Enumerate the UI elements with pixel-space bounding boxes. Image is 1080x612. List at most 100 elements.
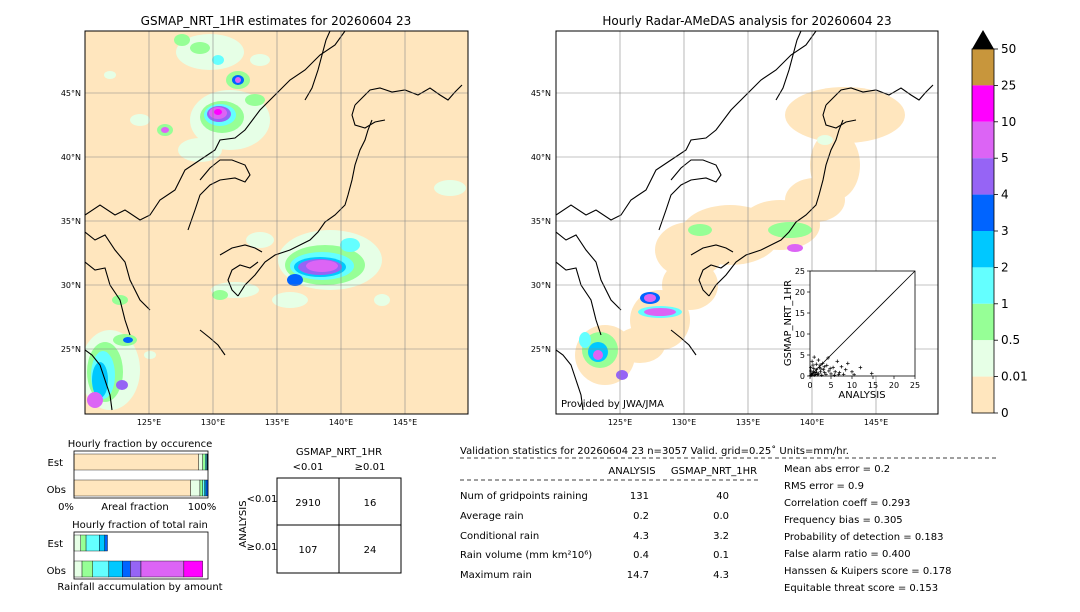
scatter-point — [846, 361, 850, 366]
occurrence-title: Hourly fraction by occurence — [68, 439, 212, 450]
scatter-point — [815, 372, 820, 377]
right-map-lat-labels: 45°N 40°N 35°N 30°N 25°N — [531, 89, 551, 354]
total-rain-xlabel: Rainfall accumulation by amount — [57, 582, 222, 593]
contingency-cell: 107 — [298, 545, 317, 556]
right-map-title: Hourly Radar-AMeDAS analysis for 2026060… — [602, 14, 891, 28]
scatter-point — [837, 370, 842, 375]
contingency-row-label: <0.01 — [247, 494, 278, 505]
score-line: False alarm ratio = 0.400 — [784, 549, 911, 560]
right-map-credit: Provided by JWA/JMA — [561, 399, 664, 410]
scatter-point — [841, 372, 846, 377]
lon-label: 145°E — [393, 418, 417, 427]
fraction-bar-segment — [140, 560, 185, 578]
left-map-gridlines — [85, 31, 468, 414]
score-line: Mean abs error = 0.2 — [784, 464, 890, 475]
scatter-point — [843, 367, 848, 372]
contingency-table: GSMAP_NRT_1HR <0.01 ≥0.01 ANALYSIS <0.01… — [238, 447, 402, 574]
colorbar-label: 5 — [1001, 151, 1009, 165]
scatter-point — [835, 359, 840, 364]
colorbar-label: 4 — [1001, 188, 1009, 202]
left-map-ocean — [85, 31, 468, 414]
scatter-x-tick-label: 10 — [847, 381, 857, 390]
scatter-point — [827, 369, 831, 373]
lon-label: 130°E — [201, 418, 225, 427]
scatter-y-tick-label: 10 — [795, 330, 805, 339]
validation-row-analysis: 131 — [630, 491, 649, 502]
fraction-bar-segment — [85, 534, 100, 552]
scatter-x-ticks: 0 5 10 15 20 25 — [807, 376, 920, 390]
scatter-point — [810, 371, 815, 376]
fraction-bar-segment — [190, 479, 201, 497]
lon-label: 140°E — [800, 418, 824, 427]
scatter-y-tick-label: 20 — [795, 288, 805, 297]
fraction-bar-segment — [73, 453, 199, 471]
lat-label: 30°N — [531, 281, 551, 290]
scatter-point — [819, 373, 824, 377]
scatter-point — [852, 372, 856, 377]
contingency-cell: 24 — [364, 545, 377, 556]
right-map-rain-areas — [579, 135, 833, 380]
scatter-x-tick-label: 25 — [910, 381, 920, 390]
colorbar-label: 0 — [1001, 406, 1009, 420]
colorbar-swatch — [972, 158, 994, 195]
scatter-point — [820, 361, 825, 366]
scatter-point — [858, 365, 863, 370]
validation-row-analysis: 0.2 — [633, 511, 649, 522]
lon-label: 130°E — [672, 418, 696, 427]
total-rain-frame — [73, 531, 209, 580]
scatter-x-tick-label: 15 — [868, 381, 878, 390]
score-line: Probability of detection = 0.183 — [784, 532, 943, 543]
fraction-bar-segment — [73, 479, 191, 497]
contingency-row-title: ANALYSIS — [238, 500, 249, 547]
left-map-frame — [84, 30, 469, 415]
occurrence-bars — [73, 453, 209, 497]
total-rain-cat-est: Est — [48, 539, 64, 550]
scatter-point — [811, 363, 815, 367]
lat-label: 45°N — [61, 89, 81, 98]
scatter-point — [869, 371, 874, 376]
lat-label: 45°N — [531, 89, 551, 98]
scatter-point — [831, 365, 835, 370]
total-rain-title: Hourly fraction of total rain — [72, 520, 208, 531]
scatter-point — [813, 370, 817, 375]
score-line: Equitable threat score = 0.153 — [784, 583, 938, 594]
colorbar-swatch — [972, 340, 994, 377]
validation-row-label: Num of gridpoints raining — [460, 491, 588, 502]
colorbar-label: 50 — [1001, 42, 1016, 56]
colorbar-swatch — [972, 231, 994, 268]
occurrence-fraction-chart: Hourly fraction by occurence Est Obs 0% … — [47, 439, 217, 513]
fraction-bar-segment — [81, 560, 93, 578]
score-line: Correlation coeff = 0.293 — [784, 498, 910, 509]
lon-label: 145°E — [864, 418, 888, 427]
scatter-point — [825, 363, 829, 368]
scatter-y-ticks: 0 5 10 15 20 25 — [795, 267, 810, 381]
right-map-coverage — [575, 87, 905, 385]
lat-label: 40°N — [531, 153, 551, 162]
lon-label: 125°E — [137, 418, 161, 427]
left-map-title: GSMAP_NRT_1HR estimates for 20260604 23 — [141, 14, 412, 28]
scatter-point — [818, 363, 822, 367]
scatter-point — [814, 370, 819, 375]
contingency-cell: 2910 — [295, 498, 320, 509]
validation-row-analysis: 4.3 — [633, 531, 649, 542]
lon-label: 135°E — [265, 418, 289, 427]
lat-label: 30°N — [61, 281, 81, 290]
fraction-bar-segment — [130, 560, 142, 578]
scatter-point — [816, 358, 821, 362]
scatter-point — [809, 365, 813, 370]
validation-row-analysis: 0.4 — [633, 550, 649, 561]
validation-header: Validation statistics for 20260604 23 n=… — [460, 445, 849, 457]
colorbar-extend-arrow — [972, 30, 994, 49]
fraction-bar-segment — [73, 534, 81, 552]
fraction-bar-segment — [92, 560, 110, 578]
fraction-bar-segment — [198, 453, 203, 471]
scatter-x-tick-label: 20 — [889, 381, 899, 390]
scatter-point — [850, 370, 854, 374]
colorbar-label: 1 — [1001, 297, 1009, 311]
occurrence-xtick-left: 0% — [58, 502, 74, 513]
left-map-lat-labels: 45°N 40°N 35°N 30°N 25°N — [61, 89, 81, 354]
colorbar: 50 25 10 5 4 3 2 1 0.5 0.01 0 — [971, 30, 1028, 420]
scatter-point — [832, 373, 837, 377]
score-line: RMS error = 0.9 — [784, 481, 864, 492]
validation-row-gsmap: 0.1 — [713, 550, 729, 561]
